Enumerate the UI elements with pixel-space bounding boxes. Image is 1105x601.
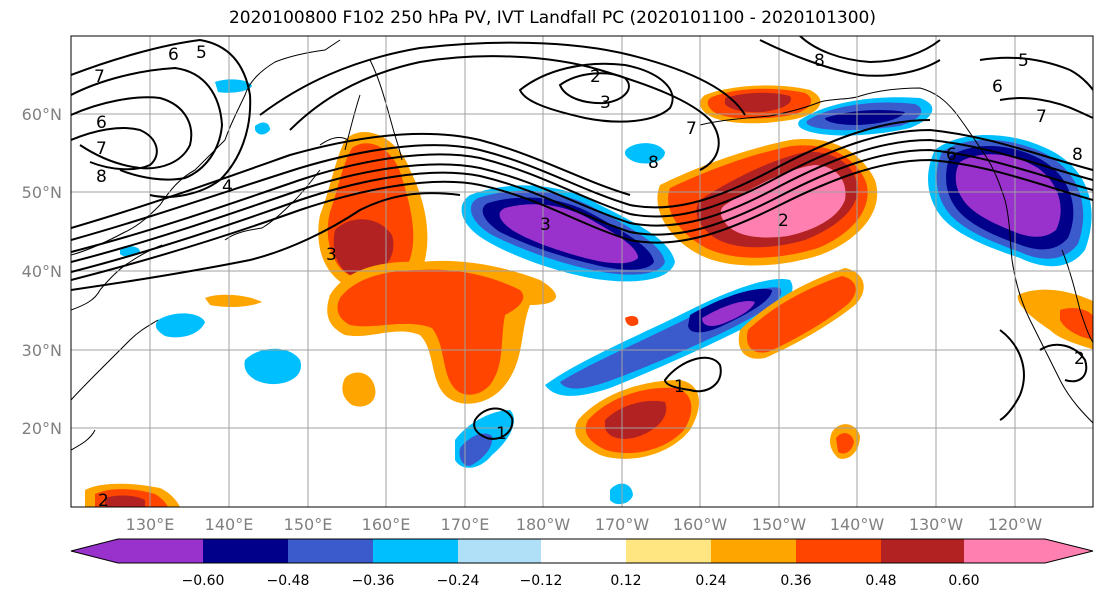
lon-label: 170°E [441,515,490,534]
graticule [71,36,1093,507]
map-border [70,35,1094,508]
lon-label: 160°E [362,515,411,534]
colorbar-tick-label: 0.36 [780,573,811,589]
colorbar-segment [541,539,626,563]
pv-anomaly-shading [85,79,1093,507]
colorbar-outline [70,538,1094,564]
contour-label: 3 [600,93,611,113]
contour-label: 8 [814,51,825,71]
lon-label: 170°W [595,515,650,534]
contour-label: 1 [674,377,685,397]
lon-label: 130°E [126,515,175,534]
contour-label: 2 [1074,349,1085,369]
contour-label: 7 [94,67,105,87]
contour-label: 4 [222,177,233,197]
colorbar-tick-label: −0.12 [520,573,563,589]
contour-label: 5 [1018,51,1029,71]
contour-label: 8 [96,167,107,187]
contour-label: 3 [326,245,337,265]
contour-label: 7 [686,119,697,139]
contour-label: 6 [992,77,1003,97]
colorbar-segment [881,539,964,563]
colorbar-tick-label: 0.48 [865,573,896,589]
colorbar-right-extend-arrow [964,539,1093,563]
lat-label-30n: 30°N [22,341,62,360]
contour-label: 6 [946,145,957,165]
contour-label: 8 [1072,145,1083,165]
contour-labels: 1 2 3 4 5 6 7 8 6 7 8 3 2 8 7 5 6 7 8 6 … [94,43,1085,511]
contour-label: 2 [778,211,789,231]
contour-label: 6 [96,113,107,133]
contour-label: 5 [196,43,207,63]
contour-label: 2 [590,67,601,87]
colorbar-tick-label: 0.12 [610,573,641,589]
coastlines [71,39,1093,451]
contour-label: 7 [1036,107,1047,127]
contour-label: 6 [168,45,179,65]
pv-contours [71,36,1093,440]
lat-label-40n: 40°N [22,262,62,281]
map-title: 2020100800 F102 250 hPa PV, IVT Landfall… [228,8,876,28]
lat-label-60n: 60°N [22,105,62,124]
colorbar-segment [626,539,711,563]
lon-label: 150°W [752,515,807,534]
colorbar-tick-label: −0.36 [352,573,395,589]
colorbar-segment [796,539,881,563]
colorbar-segment [458,539,541,563]
lon-label: 140°E [205,515,254,534]
longitude-labels: 130°E 140°E 150°E 160°E 170°E 180°W 170°… [126,515,1043,534]
contour-label: 7 [96,139,107,159]
colorbar-tick-label: −0.24 [437,573,480,589]
lon-label: 150°E [284,515,333,534]
latitude-labels: 60°N 50°N 40°N 30°N 20°N [22,105,62,438]
contour-label: 2 [98,491,109,511]
lon-label: 180°W [516,515,571,534]
lat-label-20n: 20°N [22,419,62,438]
lon-label: 130°W [909,515,964,534]
lon-label: 160°W [673,515,728,534]
lon-label: 140°W [830,515,885,534]
colorbar-segment [118,539,203,563]
colorbar-tick-label: 0.60 [948,573,979,589]
colorbar-tick-label: 0.24 [695,573,726,589]
colorbar-segment [711,539,796,563]
colorbar-segment [373,539,458,563]
contour-label: 8 [648,153,659,173]
lat-label-50n: 50°N [22,183,62,202]
colorbar-tick-label: −0.60 [182,573,225,589]
colorbar-left-extend-arrow [71,539,118,563]
lon-label: 120°W [988,515,1043,534]
contour-label: 1 [496,424,507,444]
contour-label: 3 [540,215,551,235]
colorbar-tick-label: −0.48 [267,573,310,589]
colorbar-segment [203,539,288,563]
colorbar: −0.60 −0.48 −0.36 −0.24 −0.12 0.12 0.24 … [70,538,1094,589]
colorbar-segment [288,539,373,563]
